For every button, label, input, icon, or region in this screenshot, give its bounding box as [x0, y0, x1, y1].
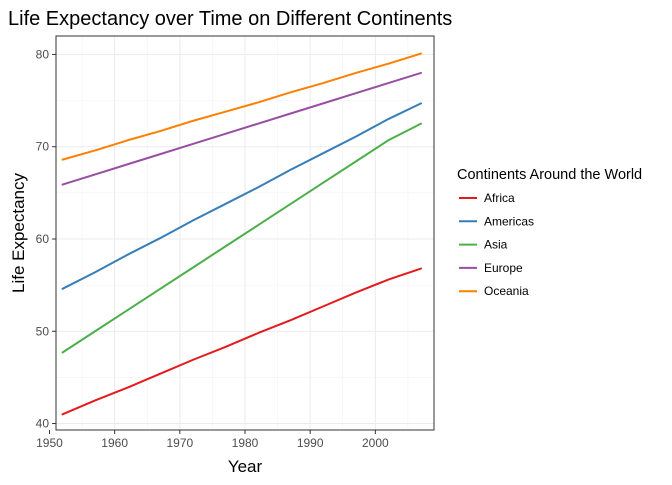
- x-tick-label: 1980: [232, 436, 259, 450]
- series-lines: [61, 52, 422, 416]
- series-line-europe: [61, 71, 422, 186]
- x-axis: 1950 1960 1970 1980 1990 2000: [36, 430, 389, 450]
- y-tick-label: 50: [36, 324, 50, 338]
- y-tick-label: 60: [36, 232, 50, 246]
- x-axis-title: Year: [228, 457, 263, 476]
- x-tick-label: 1950: [36, 436, 63, 450]
- legend: Continents Around the World Africa Americ…: [457, 167, 642, 298]
- legend-title: Continents Around the World: [457, 167, 642, 183]
- legend-label-americas: Americas: [484, 214, 534, 228]
- series-line-asia: [61, 122, 422, 354]
- y-tick-label: 40: [36, 417, 50, 431]
- legend-label-europe: Europe: [484, 261, 523, 275]
- legend-label-asia: Asia: [484, 238, 508, 252]
- series-line-americas: [61, 102, 422, 290]
- legend-items: Africa Americas Asia Europe Oceania: [459, 191, 534, 298]
- x-tick-label: 1970: [166, 436, 193, 450]
- x-tick-label: 1960: [101, 436, 128, 450]
- series-line-africa: [61, 267, 422, 416]
- legend-label-oceania: Oceania: [484, 284, 529, 298]
- y-tick-label: 80: [36, 47, 50, 61]
- y-tick-label: 70: [36, 140, 50, 154]
- x-tick-label: 1990: [297, 436, 324, 450]
- series-line-oceania: [61, 52, 422, 161]
- chart-title: Life Expectancy over Time on Different C…: [8, 8, 452, 30]
- y-axis-title: Life Expectancy: [9, 172, 28, 293]
- legend-label-africa: Africa: [484, 191, 515, 205]
- y-axis: 40 50 60 70 80: [36, 47, 56, 431]
- x-tick-label: 2000: [362, 436, 389, 450]
